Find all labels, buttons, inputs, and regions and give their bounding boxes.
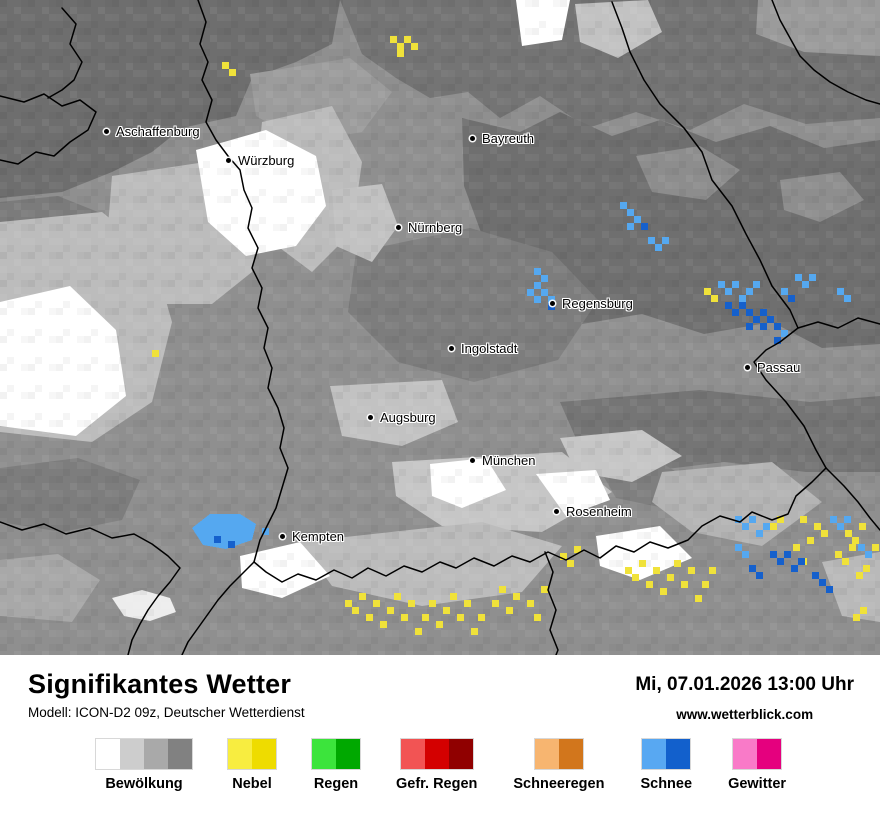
city-label: Ingolstadt	[461, 341, 518, 356]
legend-color-cell	[424, 739, 449, 769]
legend-swatch	[95, 738, 193, 770]
footer-right: Mi, 07.01.2026 13:00 Uhr www.wetterblick…	[635, 669, 854, 722]
legend-color-cell	[642, 739, 667, 769]
model-info: Modell: ICON-D2 09z, Deutscher Wetterdie…	[28, 705, 305, 720]
legend-color-cell	[534, 739, 559, 769]
city-label: Regensburg	[562, 296, 633, 311]
city-marker-augsburg: Augsburg	[368, 410, 436, 425]
website-link[interactable]: www.wetterblick.com	[676, 707, 814, 722]
forecast-datetime: Mi, 07.01.2026 13:00 Uhr	[635, 674, 854, 695]
city-dot	[550, 301, 555, 306]
city-label: Passau	[757, 360, 801, 375]
legend-label: Nebel	[232, 776, 272, 792]
legend-color-cell	[400, 739, 425, 769]
snow-pixels-layer	[192, 202, 872, 593]
city-dot	[368, 415, 373, 420]
legend-swatch	[311, 738, 361, 770]
city-marker-bayreuth: Bayreuth	[470, 131, 534, 146]
legend-label: Schnee	[640, 776, 693, 792]
city-dot	[449, 346, 454, 351]
legend-swatch	[533, 738, 584, 770]
legend-color-cell	[168, 739, 192, 769]
city-label: Nürnberg	[408, 220, 463, 235]
legend-color-cell	[144, 739, 168, 769]
city-label: Augsburg	[380, 410, 436, 425]
map-area: Aschaffenburg Würzburg Bayreuth Nürnberg Reg…	[0, 0, 880, 655]
city-label: Rosenheim	[566, 504, 632, 519]
city-marker-passau: Passau	[745, 360, 800, 375]
city-marker-aschaffenburg: Aschaffenburg	[104, 124, 200, 139]
city-layer: Aschaffenburg Würzburg Bayreuth Nürnberg Reg…	[104, 124, 800, 544]
legend-swatch	[732, 738, 783, 770]
legend-label: Schneeregen	[513, 776, 605, 792]
legend-item-schnee: Schnee	[640, 738, 693, 792]
city-label: Aschaffenburg	[116, 124, 200, 139]
legend-color-cell	[228, 739, 252, 769]
city-label: Kempten	[292, 529, 345, 544]
legend-label: Regen	[313, 776, 359, 792]
map-svg	[0, 0, 880, 655]
legend-color-cell	[336, 739, 360, 769]
legend: Bewölkung Nebel Regen Gefr. Regen Schneerege…	[95, 738, 880, 792]
city-dot	[554, 509, 559, 514]
city-dot	[226, 158, 231, 163]
city-marker-nrnberg: Nürnberg	[396, 220, 462, 235]
legend-item-schneeregen: Schneeregen	[513, 738, 605, 792]
legend-item-gefrregen: Gefr. Regen	[396, 738, 478, 792]
legend-color-cell	[757, 739, 782, 769]
page-title: Signifikantes Wetter	[28, 669, 292, 699]
legend-label: Gewitter	[728, 776, 787, 792]
legend-color-cell	[120, 739, 144, 769]
fog-pixels-layer	[152, 36, 879, 635]
legend-color-cell	[252, 739, 276, 769]
legend-item-regen: Regen	[311, 738, 361, 792]
city-dot	[745, 365, 750, 370]
border-layer	[0, 0, 880, 655]
legend-color-cell	[558, 739, 583, 769]
legend-item-bewlkung: Bewölkung	[95, 738, 193, 792]
legend-swatch	[641, 738, 692, 770]
legend-color-cell	[666, 739, 691, 769]
city-dot	[470, 136, 475, 141]
legend-color-cell	[733, 739, 758, 769]
footer-header: Signifikantes Wetter Modell: ICON-D2 09z…	[0, 655, 880, 722]
city-label: Würzburg	[238, 153, 295, 168]
city-dot	[280, 534, 285, 539]
legend-item-nebel: Nebel	[227, 738, 277, 792]
legend-color-cell	[448, 739, 473, 769]
legend-swatch	[399, 738, 474, 770]
legend-swatch	[227, 738, 277, 770]
city-marker-rosenheim: Rosenheim	[554, 504, 632, 519]
city-dot	[396, 225, 401, 230]
city-marker-regensburg: Regensburg	[550, 296, 633, 311]
city-label: München	[482, 453, 536, 468]
city-marker-ingolstadt: Ingolstadt	[449, 341, 517, 356]
city-marker-kempten: Kempten	[280, 529, 344, 544]
legend-color-cell	[96, 739, 120, 769]
city-dot	[104, 129, 109, 134]
city-marker-mnchen: München	[470, 453, 535, 468]
legend-label: Bewölkung	[105, 776, 183, 792]
legend-color-cell	[312, 739, 336, 769]
footer-left: Signifikantes Wetter Modell: ICON-D2 09z…	[28, 669, 305, 720]
footer: Signifikantes Wetter Modell: ICON-D2 09z…	[0, 655, 880, 830]
city-marker-wrzburg: Würzburg	[226, 153, 294, 168]
city-label: Bayreuth	[482, 131, 535, 146]
legend-label: Gefr. Regen	[396, 776, 478, 792]
legend-item-gewitter: Gewitter	[728, 738, 787, 792]
city-dot	[470, 458, 475, 463]
pixel-texture	[0, 0, 880, 655]
